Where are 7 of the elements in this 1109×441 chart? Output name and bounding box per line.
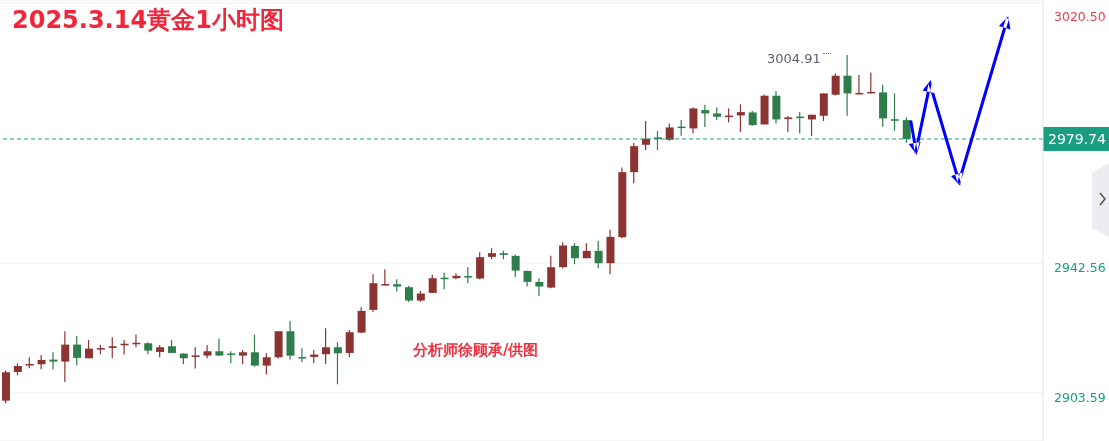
y-tick-label: 3020.50 — [1054, 9, 1106, 24]
y-tick-label: 2903.59 — [1054, 390, 1106, 405]
y-tick-label: 2942.56 — [1054, 260, 1106, 275]
ref-line-label: 2979.74 — [1048, 130, 1106, 147]
annotation: 分析师徐顾承/供图 — [413, 341, 539, 360]
chart-title: 2025.3.14黄金1小时图 — [12, 6, 284, 34]
annotation: 3004.91 — [767, 51, 821, 66]
